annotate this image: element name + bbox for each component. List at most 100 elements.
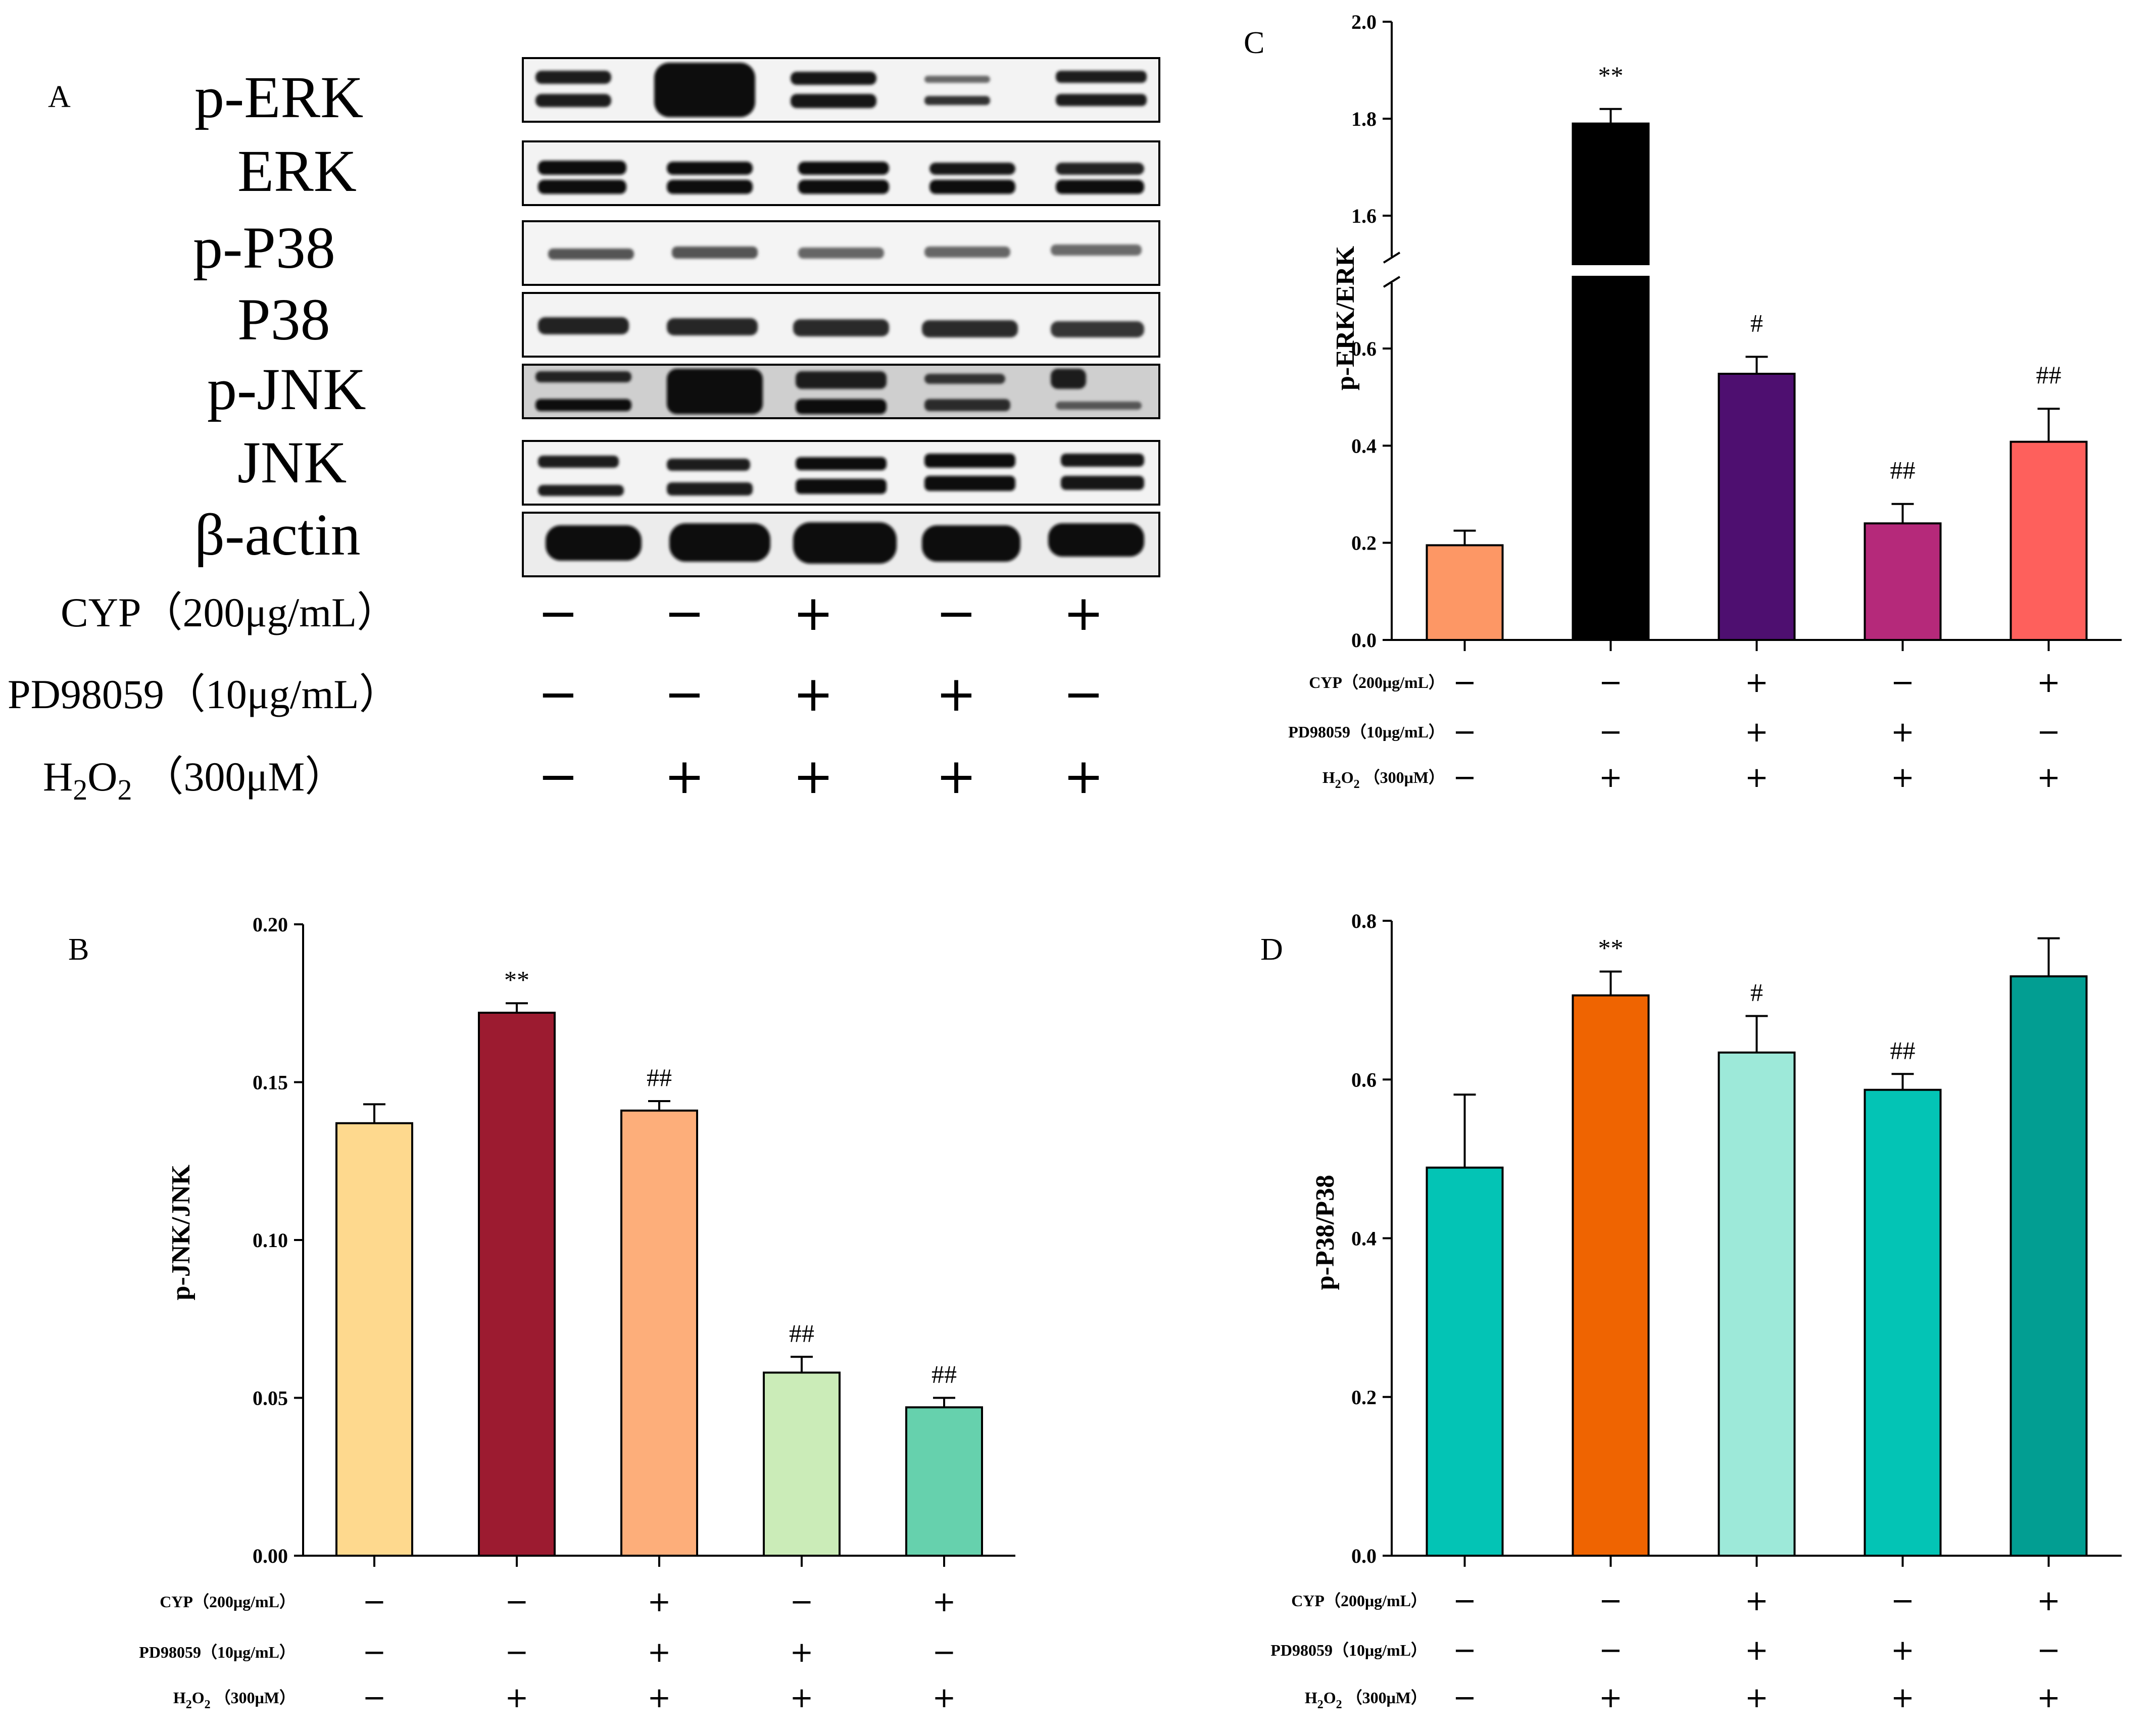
y-tick-label: 0.6 xyxy=(1351,1068,1377,1091)
blot-panel: A p-ERK ERK p-P38 P38 p-JNK JNK β-actin xyxy=(8,57,1160,806)
condition-sign: − xyxy=(505,1636,529,1669)
bar xyxy=(335,1122,413,1557)
conditions-c: CYP（200μg/mL） − − + − +PD98059（10μg/mL） − − + + −H… xyxy=(1288,666,2061,794)
bar xyxy=(1718,373,1796,641)
condition-sign: − xyxy=(363,1585,386,1618)
blot-sign: − xyxy=(664,666,705,722)
protein-label-p-p38: p-P38 xyxy=(193,215,335,281)
condition-sign: − xyxy=(1453,716,1477,749)
protein-label-p-erk: p-ERK xyxy=(194,64,363,130)
condition-label: PD98059（10μg/mL） xyxy=(139,1643,296,1661)
blot-sign: − xyxy=(1063,666,1104,722)
significance-label: ## xyxy=(647,1063,672,1092)
blot-sign: − xyxy=(538,585,578,641)
condition-sign: + xyxy=(1745,666,1769,699)
protein-label-jnk: JNK xyxy=(237,429,347,495)
condition-sign: + xyxy=(933,1681,956,1714)
blot-jnk xyxy=(522,440,1160,506)
chart-panel-c: C p-ERK/ERK 0.00.20.40.61.61.82.0**#####… xyxy=(1244,11,2122,794)
protein-label-p-jnk: p-JNK xyxy=(207,356,366,422)
bar xyxy=(905,1406,983,1557)
significance-label: # xyxy=(1750,978,1763,1007)
y-tick-label: 0.20 xyxy=(253,913,288,936)
bar xyxy=(1426,544,1504,641)
condition-sign: + xyxy=(1599,1681,1623,1714)
condition-sign: + xyxy=(648,1681,671,1714)
y-tick-label: 0.6 xyxy=(1351,337,1377,360)
y-tick-label: 1.8 xyxy=(1351,108,1377,130)
condition-sign: − xyxy=(1891,666,1915,699)
condition-sign: − xyxy=(1599,716,1623,749)
bar xyxy=(620,1109,698,1557)
condition-sign: + xyxy=(505,1681,529,1714)
condition-label: H2O2 （300μM） xyxy=(173,1689,296,1711)
condition-sign: − xyxy=(363,1681,386,1714)
condition-sign: − xyxy=(1453,1584,1477,1617)
condition-sign: + xyxy=(1745,1584,1769,1617)
condition-sign: − xyxy=(2037,1634,2061,1667)
blot-p-p38 xyxy=(522,220,1160,286)
panel-letter-d: D xyxy=(1260,932,1283,967)
condition-sign: − xyxy=(1599,666,1623,699)
bar xyxy=(1572,276,1650,641)
condition-sign: − xyxy=(933,1636,956,1669)
chart-panel-b: B p-JNK/JNK 0.00 0.05 0.10 0.15 0.20 ** ## ## ##… xyxy=(68,913,1015,1714)
blot-sign: − xyxy=(538,666,578,722)
condition-sign: + xyxy=(1599,761,1623,794)
condition-sign: + xyxy=(790,1681,814,1714)
condition-label: H2O2 （300μM） xyxy=(1305,1689,1427,1711)
condition-sign: + xyxy=(1891,716,1915,749)
y-axis-label-d: p-P38/P38 xyxy=(1311,1175,1340,1290)
condition-label: CYP（200μg/mL） xyxy=(160,1593,296,1611)
panel-letter-a: A xyxy=(48,80,71,114)
blot-condition-signs: − − + − + − − + + − − + + + + xyxy=(538,585,1104,805)
bar xyxy=(478,1012,556,1557)
condition-sign: + xyxy=(1891,761,1915,794)
bar xyxy=(763,1371,841,1557)
axis-break-mark xyxy=(1383,276,1401,288)
bar xyxy=(1864,522,1942,641)
blot-sign: − xyxy=(936,585,976,641)
y-tick-label: 0.4 xyxy=(1351,434,1377,457)
protein-labels: p-ERK ERK p-P38 P38 p-JNK JNK β-actin xyxy=(193,64,366,568)
condition-sign: − xyxy=(363,1636,386,1669)
condition-label: CYP（200μg/mL） xyxy=(1309,673,1445,691)
blot-sign: + xyxy=(793,585,834,641)
y-axis-label-c: p-ERK/ERK xyxy=(1331,245,1360,390)
y-tick-label: 0.00 xyxy=(253,1545,288,1567)
condition-sign: − xyxy=(1453,666,1477,699)
panel-letter-b: B xyxy=(68,932,89,967)
y-tick-label: 2.0 xyxy=(1351,11,1377,33)
condition-sign: + xyxy=(1745,1681,1769,1714)
y-tick-label: 0.8 xyxy=(1351,910,1377,932)
condition-sign: − xyxy=(1599,1584,1623,1617)
bar xyxy=(2010,975,2088,1557)
y-axis-label-b: p-JNK/JNK xyxy=(167,1164,195,1300)
condition-sign: + xyxy=(933,1585,956,1618)
blot-sign: + xyxy=(664,748,705,805)
y-tick-label: 0.05 xyxy=(253,1387,288,1410)
y-tick-label: 0.2 xyxy=(1351,532,1377,555)
condition-sign: − xyxy=(1453,1634,1477,1667)
condition-sign: + xyxy=(1745,1634,1769,1667)
significance-label: ## xyxy=(932,1360,957,1389)
protein-label-beta-actin: β-actin xyxy=(194,502,361,568)
bar xyxy=(2010,440,2088,641)
condition-sign: − xyxy=(505,1585,529,1618)
bar xyxy=(1864,1088,1942,1557)
blot-p38 xyxy=(522,292,1160,358)
bar xyxy=(1572,994,1650,1557)
significance-label: ## xyxy=(789,1319,814,1347)
y-tick-label: 0.0 xyxy=(1351,1545,1377,1567)
conditions-d: CYP（200μg/mL） − − + − + PD98059（10μg/mL） − − + + − H… xyxy=(1270,1584,2061,1714)
y-tick-label: 0.15 xyxy=(253,1071,288,1094)
panel-letter-c: C xyxy=(1244,26,1264,60)
y-tick-label: 0.0 xyxy=(1351,629,1377,652)
condition-sign: + xyxy=(2037,1681,2061,1714)
condition-sign: − xyxy=(2037,716,2061,749)
condition-label: H2O2 （300μM） xyxy=(1322,768,1445,791)
condition-sign: + xyxy=(2037,666,2061,699)
y-tick-label: 0.2 xyxy=(1351,1386,1377,1409)
conditions-b: CYP（200μg/mL） − − + − + PD98059（10μg/mL） − − + + − H… xyxy=(139,1585,956,1714)
